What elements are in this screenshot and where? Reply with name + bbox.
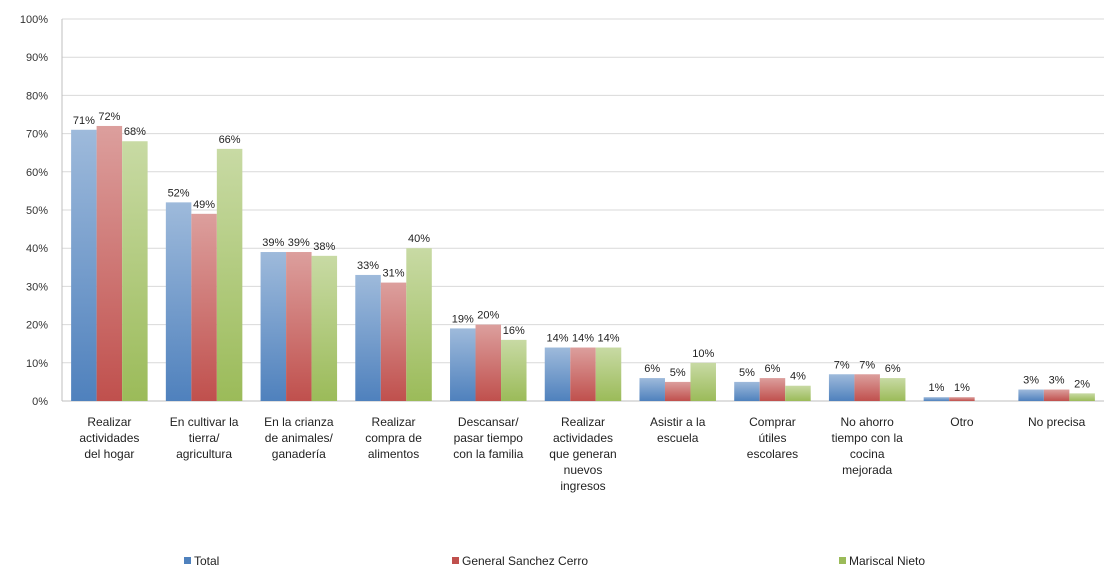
- bar-mariscal-nieto: [406, 248, 432, 401]
- bar-mariscal-nieto: [122, 141, 148, 402]
- category-label: No ahorro tiempo con la cocina mejorada: [831, 415, 903, 477]
- bar-general-sanchez-cerro: [854, 374, 880, 401]
- legend-label: General Sanchez Cerro: [462, 554, 588, 568]
- bar-general-sanchez-cerro: [759, 378, 786, 401]
- data-label: 7%: [859, 359, 875, 371]
- legend-label: Total: [194, 554, 219, 568]
- bar-general-sanchez-cerro: [570, 347, 596, 401]
- data-label: 52%: [168, 187, 190, 199]
- bar-mariscal-nieto: [501, 339, 527, 401]
- legend-swatch: [184, 557, 191, 564]
- data-label: 14%: [572, 333, 594, 345]
- x-axis-categories: Realizar actividades del hogar En cultivar …: [79, 415, 1085, 493]
- data-label: 1%: [928, 382, 944, 394]
- bar-total: [355, 274, 381, 401]
- y-tick-label: 80%: [26, 90, 48, 102]
- legend-swatch: [839, 557, 846, 564]
- y-tick-label: 50%: [26, 205, 48, 217]
- bar-general-sanchez-cerro: [664, 381, 691, 401]
- category-label: En cultivar la tierra/agricultura: [170, 415, 239, 461]
- data-label: 40%: [408, 233, 430, 245]
- bar-general-sanchez-cerro: [380, 282, 407, 401]
- y-tick-label: 30%: [26, 281, 48, 293]
- bar-mariscal-nieto: [595, 347, 622, 401]
- data-label: 66%: [219, 134, 241, 146]
- y-tick-label: 60%: [26, 167, 48, 179]
- bar-general-sanchez-cerro: [949, 397, 975, 401]
- bar-general-sanchez-cerro: [96, 125, 123, 402]
- bar-total: [544, 347, 571, 401]
- y-tick-label: 70%: [26, 129, 48, 141]
- data-label: 5%: [670, 367, 686, 379]
- data-label: 5%: [739, 367, 755, 379]
- data-label: 20%: [477, 310, 499, 322]
- category-label: Realizar compra de alimentos: [365, 415, 422, 461]
- bar-mariscal-nieto: [879, 378, 906, 401]
- data-label: 6%: [885, 363, 901, 375]
- bar-mariscal-nieto: [1069, 393, 1095, 401]
- y-tick-label: 100%: [20, 14, 48, 26]
- data-label: 38%: [313, 241, 335, 253]
- data-labels: 71% 72%68%52%49%66%39% 39% 38%33%31%40%19% 2…: [73, 111, 1090, 394]
- data-label: 14%: [597, 333, 619, 345]
- category-label: Descansar/pasar tiempo con la familia: [453, 415, 523, 461]
- data-label: 72%: [98, 111, 120, 123]
- data-label: 14%: [546, 333, 568, 345]
- bar-total: [923, 397, 950, 401]
- data-label: 3%: [1023, 375, 1039, 387]
- y-tick-label: 0%: [32, 396, 48, 408]
- bar-mariscal-nieto: [311, 255, 338, 401]
- y-axis-ticks: 0% 10% 20% 30% 40% 50% 60% 70% 80% 90% 100%: [20, 14, 48, 408]
- data-label: 6%: [765, 363, 781, 375]
- data-label: 10%: [692, 348, 714, 360]
- bar-mariscal-nieto: [690, 362, 716, 401]
- legend-label: Mariscal Nieto: [849, 554, 925, 568]
- data-label: 3%: [1049, 375, 1065, 387]
- bar-total: [450, 328, 476, 401]
- bar-total: [1018, 389, 1044, 401]
- bar-total: [828, 374, 855, 401]
- data-label: 71%: [73, 115, 95, 127]
- bar-general-sanchez-cerro: [191, 213, 217, 401]
- y-tick-label: 90%: [26, 52, 48, 64]
- bar-total: [165, 202, 192, 401]
- bar-mariscal-nieto: [216, 148, 243, 401]
- data-label: 6%: [644, 363, 660, 375]
- category-label: Realizar actividades del hogar: [79, 415, 139, 461]
- data-label: 2%: [1074, 378, 1090, 390]
- legend-swatch: [452, 557, 459, 564]
- bar-mariscal-nieto: [785, 385, 811, 401]
- category-label: Asistir a la escuela: [650, 415, 706, 445]
- bar-general-sanchez-cerro: [475, 324, 502, 401]
- data-label: 68%: [124, 126, 146, 138]
- data-label: 1%: [954, 382, 970, 394]
- category-label: Comprar útiles escolares: [747, 415, 798, 461]
- category-label: Realizar actividades que generan nuevos ingr…: [549, 415, 616, 493]
- category-label: En la crianza de animales/ganadería: [264, 415, 334, 461]
- category-label: Otro: [950, 415, 974, 429]
- data-label: 49%: [193, 199, 215, 211]
- bar-total: [734, 381, 760, 401]
- legend: Total General Sanchez Cerro Mariscal Nieto: [184, 554, 925, 568]
- bar-general-sanchez-cerro: [1043, 389, 1070, 401]
- data-label: 19%: [452, 313, 474, 325]
- y-tick-label: 20%: [26, 320, 48, 332]
- y-tick-label: 40%: [26, 243, 48, 255]
- data-label: 39%: [288, 237, 310, 249]
- category-label: No precisa: [1028, 415, 1086, 429]
- data-label: 33%: [357, 260, 379, 272]
- data-label: 39%: [262, 237, 284, 249]
- data-label: 4%: [790, 371, 806, 383]
- data-label: 7%: [834, 359, 850, 371]
- bar-total: [639, 378, 665, 401]
- bar-general-sanchez-cerro: [286, 252, 312, 401]
- bar-total: [71, 129, 97, 401]
- data-label: 16%: [503, 325, 525, 337]
- y-tick-label: 10%: [26, 358, 48, 370]
- data-label: 31%: [383, 268, 405, 280]
- bars: [71, 125, 1095, 402]
- bar-total: [260, 252, 287, 401]
